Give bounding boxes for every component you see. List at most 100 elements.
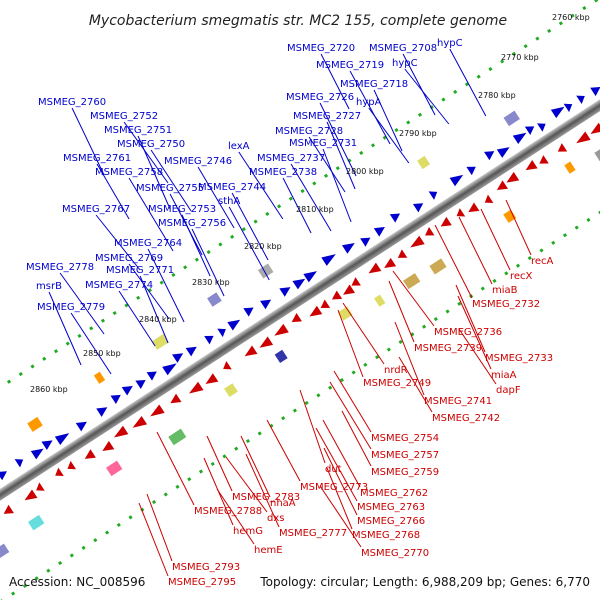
genome-summary-text: Topology: circular; Length: 6,988,209 bp…	[259, 575, 590, 589]
gene-label: MSMEG_2795	[168, 577, 236, 588]
gene-label: MSMEG_2759	[371, 467, 439, 478]
gene-label: MSMEG_2777	[279, 528, 347, 539]
tick-dot	[100, 318, 106, 323]
reverse-callout-line	[326, 467, 353, 530]
reverse-gene-arrow	[24, 489, 38, 501]
tick-dot	[304, 400, 309, 406]
gene-label: nhaA	[270, 498, 296, 509]
gene-label: miaA	[491, 370, 517, 381]
gene-label: MSMEG_2738	[249, 167, 317, 178]
forward-callout-line	[197, 166, 235, 229]
gene-label: hypC	[437, 38, 463, 49]
tick-dot	[183, 265, 188, 270]
gene-label: MSMEG_2718	[340, 79, 408, 90]
feature-box	[168, 428, 187, 446]
forward-gene-arrow	[75, 421, 87, 432]
forward-gene-arrow	[121, 385, 133, 396]
feature-box	[28, 514, 45, 531]
reverse-callout-line	[457, 295, 492, 370]
forward-gene-arrow	[162, 363, 177, 376]
reverse-gene-arrow	[132, 415, 148, 428]
gene-label: recA	[531, 256, 554, 267]
gene-label: MSMEG_2719	[316, 60, 384, 71]
tick-dot	[433, 317, 438, 322]
tick-dot	[171, 272, 176, 277]
tick-dot	[582, 5, 587, 11]
tick-dot	[417, 112, 423, 117]
reverse-gene-arrow	[55, 467, 64, 477]
forward-gene-arrow	[484, 151, 495, 161]
gene-label: MSMEG_2768	[352, 530, 420, 541]
reverse-gene-arrow	[440, 216, 452, 227]
forward-gene-arrow	[204, 335, 214, 345]
forward-callout-line	[123, 121, 169, 184]
forward-gene-arrow	[576, 95, 585, 104]
gene-label: MSMEG_2750	[117, 139, 185, 150]
forward-callout-line	[322, 148, 352, 223]
gene-label: dut	[325, 464, 342, 475]
tick-label: 2830 kbp	[192, 278, 230, 287]
forward-callout-line	[290, 163, 332, 232]
reverse-gene-arrow	[67, 460, 77, 470]
tick-dot	[488, 66, 493, 72]
feature-box	[403, 273, 421, 290]
reverse-callout-line	[156, 431, 195, 506]
tick-dot	[394, 127, 399, 133]
tick-dot	[527, 256, 532, 261]
forward-gene-arrow	[279, 287, 291, 297]
tick-dot	[18, 371, 23, 377]
tick-dot	[523, 44, 528, 49]
gene-label: MSMEG_2751	[104, 125, 172, 136]
gene-label: lexA	[228, 141, 250, 152]
tick-dot	[112, 310, 117, 316]
tick-dot	[422, 324, 427, 329]
feature-box	[503, 110, 520, 127]
reverse-gene-arrow	[205, 373, 219, 385]
forward-gene-arrow	[185, 346, 197, 357]
tick-dot	[265, 211, 270, 216]
forward-gene-arrow	[449, 174, 464, 187]
reverse-gene-arrow	[150, 404, 165, 417]
gene-label: MSMEG_2767	[62, 204, 130, 215]
gene-label: MSMEG_2770	[361, 548, 429, 559]
tick-dot	[300, 188, 305, 194]
tick-dot	[375, 355, 380, 360]
forward-callout-line	[181, 214, 211, 277]
reverse-gene-arrow	[259, 336, 274, 348]
tick-dot	[492, 278, 497, 284]
forward-callout-line	[308, 136, 346, 193]
tick-dot	[198, 469, 204, 474]
reverse-gene-arrow	[3, 504, 14, 514]
gene-label: MSMEG_2769	[95, 253, 163, 264]
tick-dot	[476, 74, 481, 79]
tick-dot	[245, 439, 251, 444]
gene-label: dxs	[267, 513, 284, 524]
tick-labels: 2760 kbp 2770 kbp 2780 kbp 2790 kbp 2800…	[30, 13, 590, 394]
backbone	[0, 67, 600, 533]
tick-dot	[500, 59, 505, 64]
forward-callout-line	[319, 102, 357, 177]
reverse-gene-arrow	[102, 440, 115, 452]
forward-gene-arrow	[466, 166, 476, 176]
gene-label: recX	[510, 271, 533, 282]
forward-gene-arrow	[341, 242, 355, 254]
gene-label: hemE	[254, 545, 283, 556]
gene-label: MSMEG_2760	[38, 97, 106, 108]
reverse-gene-arrow	[223, 360, 232, 370]
tick-dot	[370, 143, 376, 148]
reverse-gene-labels: recA recX miaB MSMEG_2732 MSMEG_2736 MSM…	[168, 256, 554, 588]
forward-gene-arrow	[0, 471, 7, 481]
forward-gene-arrow	[303, 271, 317, 283]
tick-dot	[562, 233, 568, 238]
gene-label: hypA	[356, 97, 382, 108]
forward-gene-arrow	[524, 126, 535, 135]
forward-gene-arrow	[321, 254, 336, 266]
tick-dot	[328, 385, 333, 390]
feature-box	[106, 460, 123, 477]
tick-dot	[598, 210, 600, 215]
reverse-gene-arrow	[244, 345, 258, 357]
tick-dot	[480, 286, 485, 291]
tick-dot	[159, 280, 164, 285]
forward-callout-line	[368, 107, 410, 164]
tick-dot	[34, 576, 39, 581]
